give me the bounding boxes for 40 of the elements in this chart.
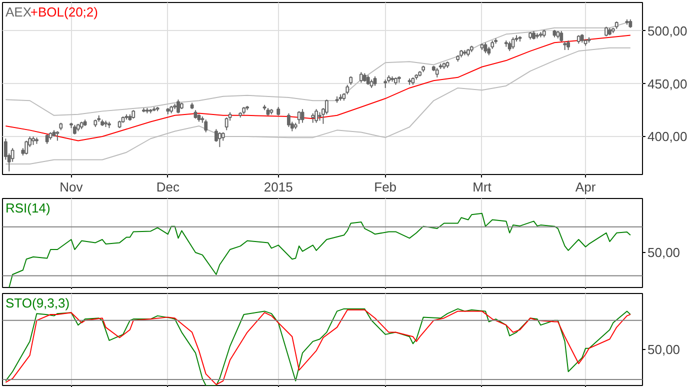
- y-tick-label: 500,00: [648, 23, 688, 38]
- candlestick: [300, 108, 304, 124]
- candlestick: [484, 42, 488, 54]
- candlestick: [56, 130, 60, 142]
- candlestick: [346, 84, 350, 95]
- candlestick: [314, 108, 318, 124]
- candlestick: [560, 30, 564, 42]
- text: 50,00: [648, 342, 680, 357]
- line-series: [5, 34, 631, 142]
- candlestick: [45, 134, 49, 144]
- candlestick: [24, 140, 28, 155]
- line-series: [5, 47, 631, 164]
- text: +BOL(20;2): [30, 4, 98, 20]
- candlestick: [566, 40, 570, 50]
- candlestick: [511, 36, 515, 50]
- candlestick: [604, 26, 608, 37]
- chart-title: AEX: [6, 4, 32, 20]
- chart-title: RSI(14): [6, 200, 50, 216]
- candlestick: [176, 99, 180, 114]
- candlestick: [311, 112, 315, 124]
- candlestick: [373, 76, 377, 86]
- candlestick: [297, 110, 301, 124]
- x-tick-label: 2015: [264, 180, 293, 194]
- x-tick-label: Apr: [575, 180, 596, 194]
- candlestick: [218, 132, 222, 148]
- candlestick: [435, 67, 439, 78]
- candlestick: [508, 41, 512, 52]
- y-tick-label: 450,00: [648, 76, 688, 92]
- candlestick: [204, 119, 208, 133]
- x-tick-label: Nov: [60, 180, 84, 194]
- x-tick-label: Feb: [374, 180, 397, 194]
- candlestick: [359, 72, 363, 84]
- chart-title: STO(9,3,3): [6, 296, 70, 310]
- text: 50,00: [648, 245, 680, 260]
- candlestick: [72, 124, 76, 135]
- x-tick-label: Mrt: [472, 180, 492, 194]
- y-tick-label: 400,00: [648, 129, 688, 144]
- candlestick: [366, 74, 370, 86]
- x-tick-label: Dec: [156, 180, 180, 194]
- candlestick: [286, 112, 290, 128]
